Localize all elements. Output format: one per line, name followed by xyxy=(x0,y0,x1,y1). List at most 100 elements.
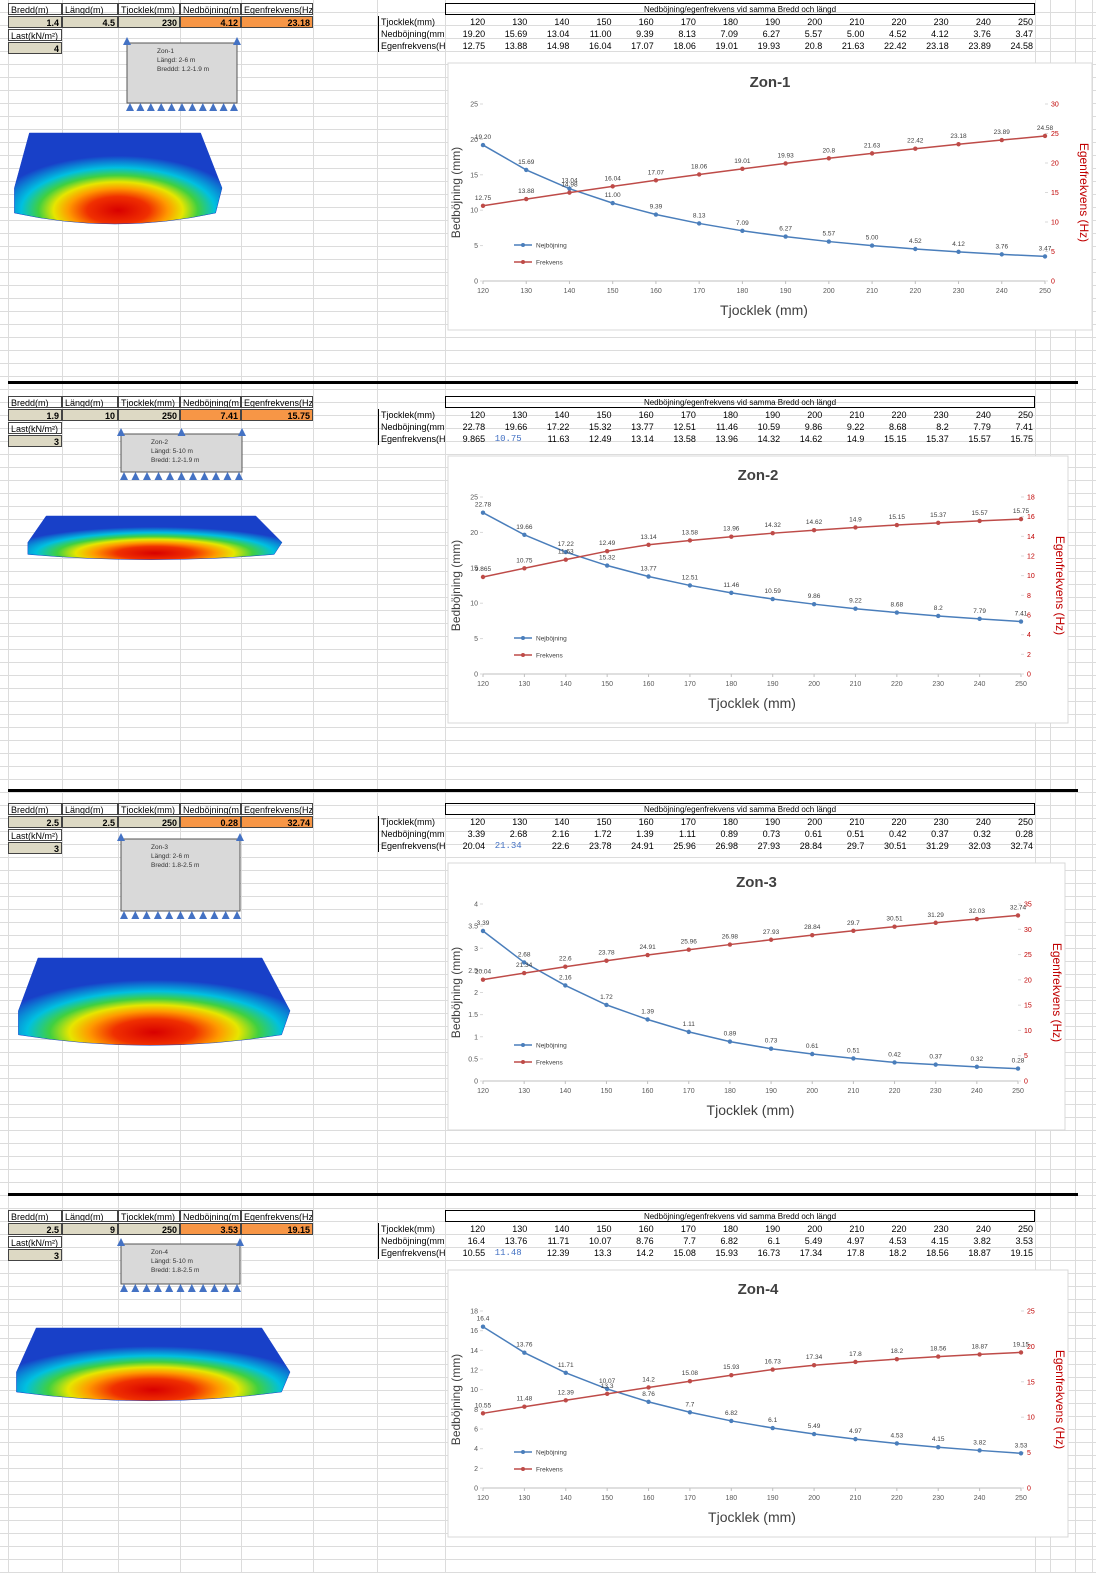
y-tick-label: 3 xyxy=(474,946,478,953)
data-point xyxy=(740,167,744,171)
load-value: 3 xyxy=(8,1249,62,1261)
data-label: 27.93 xyxy=(763,929,780,936)
data-label: 1.72 xyxy=(600,994,613,1001)
frequency-cell: 22.6 xyxy=(529,840,571,852)
frequency-cell: 12.39 xyxy=(529,1247,571,1259)
frequency-cell: 18.06 xyxy=(656,40,698,52)
deflection-cell: 15.32 xyxy=(571,421,613,433)
deflection-cell: 13.77 xyxy=(614,421,656,433)
data-point xyxy=(827,156,831,160)
thickness-cell: 160 xyxy=(614,1223,656,1235)
input-value: 2.5 xyxy=(62,816,118,828)
input-header: Tjocklek(mm) xyxy=(118,1210,180,1222)
input-value: 7.41 xyxy=(180,409,241,421)
data-label: 20.8 xyxy=(823,147,836,154)
row-label: Tjocklek(mm) xyxy=(378,1223,445,1235)
data-label: 22.42 xyxy=(907,138,924,145)
frequency-cell: 16.04 xyxy=(571,40,613,52)
data-label: 5.49 xyxy=(808,1423,821,1430)
data-label: 11.46 xyxy=(723,582,739,589)
data-point xyxy=(728,1039,732,1043)
legend-marker xyxy=(521,1450,525,1454)
support-icon xyxy=(143,1284,151,1292)
diagram-text: Zon-1 xyxy=(157,48,174,55)
deflection-cell: 12.51 xyxy=(656,421,698,433)
frequency-cell: 12.49 xyxy=(571,433,613,445)
thickness-cell: 170 xyxy=(656,1223,698,1235)
y-tick-label: 0.5 xyxy=(468,1056,478,1063)
x-tick-label: 150 xyxy=(601,1495,613,1502)
thickness-cell: 140 xyxy=(529,1223,571,1235)
x-tick-label: 170 xyxy=(693,288,705,295)
data-point xyxy=(853,607,857,611)
support-icon xyxy=(233,1284,241,1292)
diagram-text: Zon-2 xyxy=(151,439,168,446)
frequency-cell: 17.34 xyxy=(782,1247,824,1259)
thickness-cell: 250 xyxy=(993,1223,1035,1235)
thickness-cell: 160 xyxy=(614,409,656,421)
deflection-cell: 0.51 xyxy=(824,828,866,840)
x-tick-label: 190 xyxy=(767,1495,779,1502)
y2-tick-label: 4 xyxy=(1027,632,1031,639)
deflection-cell: 13.76 xyxy=(487,1235,529,1247)
data-point xyxy=(645,953,649,957)
data-label: 15.75 xyxy=(1013,508,1030,515)
data-point xyxy=(936,614,940,618)
y2-tick-label: 30 xyxy=(1024,927,1032,934)
deflection-cell: 4.52 xyxy=(866,28,908,40)
x-tick-label: 150 xyxy=(601,1088,613,1095)
data-point xyxy=(913,147,917,151)
deflection-cell: 2.68 xyxy=(487,828,529,840)
support-icon xyxy=(224,472,232,480)
data-label: 19.15 xyxy=(1013,1341,1030,1348)
x-tick-label: 250 xyxy=(1015,681,1027,688)
input-header: Egenfrekvens(Hz) xyxy=(241,396,313,408)
x-tick-label: 170 xyxy=(684,1495,696,1502)
thickness-cell: 160 xyxy=(614,16,656,28)
frequency-cell: 29.7 xyxy=(824,840,866,852)
data-point xyxy=(975,917,979,921)
data-label: 12.49 xyxy=(599,540,616,547)
table-title: Nedböjning/egenfrekvens vid samma Bredd … xyxy=(445,396,1035,408)
support-icon xyxy=(236,1238,244,1246)
x-axis-title: Tjocklek (mm) xyxy=(708,695,796,711)
frequency-cell: 10.75 xyxy=(487,433,529,445)
deflection-cell: 6.27 xyxy=(740,28,782,40)
y2-tick-label: 14 xyxy=(1027,534,1035,541)
data-point xyxy=(728,942,732,946)
thickness-cell: 130 xyxy=(487,816,529,828)
data-point xyxy=(851,1056,855,1060)
data-label: 13.77 xyxy=(640,566,657,573)
data-point xyxy=(522,566,526,570)
data-point xyxy=(697,221,701,225)
y-tick-label: 4 xyxy=(474,1446,478,1453)
support-icon xyxy=(199,103,207,111)
y2-tick-label: 15 xyxy=(1024,1003,1032,1010)
frequency-cell: 19.01 xyxy=(698,40,740,52)
diagram-text: Breddd: 1.2-1.9 m xyxy=(157,66,209,73)
data-label: 3.47 xyxy=(1039,245,1052,252)
data-point xyxy=(646,1400,650,1404)
frequency-cell: 15.08 xyxy=(656,1247,698,1259)
data-point xyxy=(688,1410,692,1414)
support-icon xyxy=(235,472,243,480)
support-icon xyxy=(120,1284,128,1292)
data-label: 24.91 xyxy=(639,944,656,951)
data-label: 8.76 xyxy=(642,1391,655,1398)
chart: Zon-2Tjocklek (mm)Bedböjning (mm)Egenfre… xyxy=(448,456,1068,723)
data-label: 15.57 xyxy=(971,510,988,517)
data-label: 19.20 xyxy=(475,134,492,141)
input-value: 10 xyxy=(62,409,118,421)
data-point xyxy=(956,142,960,146)
y-tick-label: 5 xyxy=(474,243,478,250)
diagram-text: Längd: 2-6 m xyxy=(157,57,195,64)
x-tick-label: 170 xyxy=(683,1088,695,1095)
x-tick-label: 200 xyxy=(808,1495,820,1502)
data-label: 18.2 xyxy=(891,1348,904,1355)
y2-tick-label: 10 xyxy=(1024,1028,1032,1035)
data-label: 12.39 xyxy=(558,1389,575,1396)
data-point xyxy=(522,1350,526,1354)
frequency-cell: 14.9 xyxy=(824,433,866,445)
y-axis-title: Bedböjning (mm) xyxy=(449,1354,463,1445)
frequency-cell: 31.29 xyxy=(909,840,951,852)
